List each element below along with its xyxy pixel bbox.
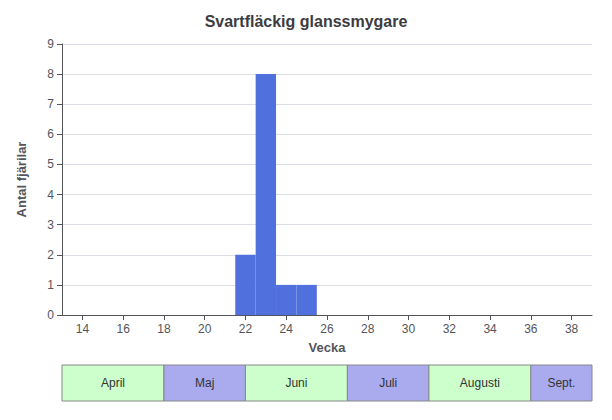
svg-text:36: 36 xyxy=(524,322,538,336)
svg-text:32: 32 xyxy=(443,322,457,336)
svg-text:3: 3 xyxy=(47,218,54,232)
svg-text:8: 8 xyxy=(47,67,54,81)
svg-text:7: 7 xyxy=(47,97,54,111)
svg-text:22: 22 xyxy=(239,322,253,336)
svg-text:Antal fjärilar: Antal fjärilar xyxy=(14,142,29,218)
svg-text:38: 38 xyxy=(565,322,579,336)
svg-text:34: 34 xyxy=(483,322,497,336)
svg-text:Juni: Juni xyxy=(285,376,307,390)
svg-text:Sept.: Sept. xyxy=(547,376,575,390)
svg-text:26: 26 xyxy=(320,322,334,336)
svg-text:Juli: Juli xyxy=(379,376,397,390)
svg-text:28: 28 xyxy=(361,322,375,336)
svg-text:Maj: Maj xyxy=(195,376,214,390)
svg-text:9: 9 xyxy=(47,37,54,51)
svg-text:5: 5 xyxy=(47,157,54,171)
svg-text:2: 2 xyxy=(47,248,54,262)
svg-text:4: 4 xyxy=(47,188,54,202)
svg-text:1: 1 xyxy=(47,278,54,292)
svg-text:Svartfläckig glanssmygare: Svartfläckig glanssmygare xyxy=(205,13,408,30)
svg-text:18: 18 xyxy=(157,322,171,336)
svg-text:20: 20 xyxy=(198,322,212,336)
svg-text:0: 0 xyxy=(47,308,54,322)
svg-text:6: 6 xyxy=(47,127,54,141)
svg-text:Vecka: Vecka xyxy=(309,340,347,355)
svg-text:14: 14 xyxy=(76,322,90,336)
svg-text:Augusti: Augusti xyxy=(460,376,500,390)
svg-text:April: April xyxy=(101,376,125,390)
svg-text:24: 24 xyxy=(280,322,294,336)
svg-text:16: 16 xyxy=(116,322,130,336)
svg-text:30: 30 xyxy=(402,322,416,336)
